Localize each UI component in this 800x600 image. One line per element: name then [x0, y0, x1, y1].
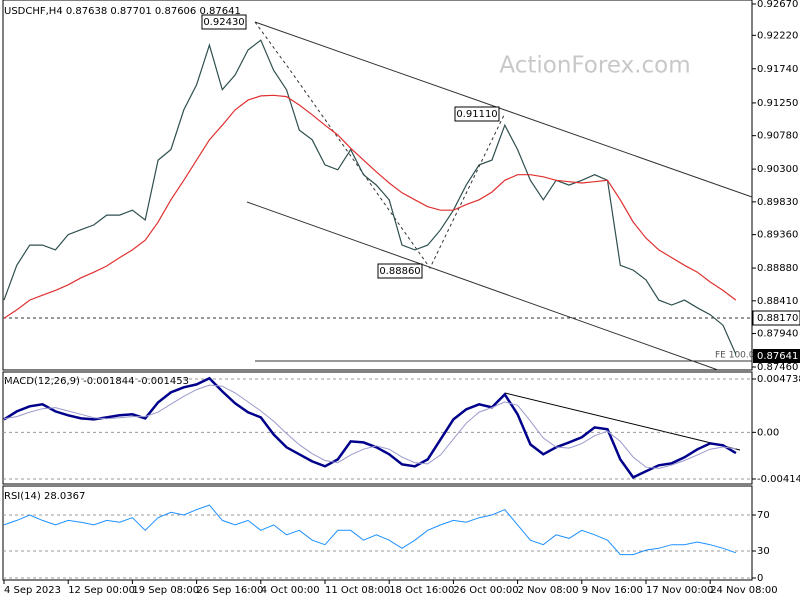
- y-tick-label: 0.91250: [757, 98, 798, 109]
- chart-title: USDCHF,H4 0.87638 0.87701 0.87606 0.8764…: [4, 6, 241, 17]
- series-line: [3, 504, 737, 556]
- channel-lower: [246, 201, 719, 371]
- x-tick-label: 11 Oct 08:00: [325, 585, 390, 596]
- y-tick-label: 0.89830: [757, 197, 798, 208]
- y-tick-label: 0.87460: [757, 362, 798, 373]
- watermark: ActionForex.com: [499, 53, 690, 79]
- x-tick-label: 4 Oct 00:00: [261, 585, 320, 596]
- y-tick-label: 0.90300: [757, 164, 798, 175]
- label-box: [201, 14, 247, 30]
- price-panel: [2, 0, 753, 371]
- y-tick-label: -0.004144: [757, 474, 800, 485]
- y-tick-label: 30: [757, 546, 770, 557]
- series-line: [3, 39, 737, 355]
- x-tick-label: 17 Nov 00:00: [646, 585, 713, 596]
- level-label: 0.88170: [757, 313, 798, 324]
- y-tick-label: 0.91740: [757, 64, 798, 75]
- x-tick-label: 18 Oct 16:00: [389, 585, 454, 596]
- price-label: 0.88860: [379, 266, 420, 277]
- rsi-title: RSI(14) 28.0367: [4, 491, 85, 502]
- rsi-panel: [2, 485, 753, 581]
- y-tick-label: 0.89360: [757, 230, 798, 241]
- series-line: [3, 94, 737, 319]
- macd-panel: [2, 371, 753, 485]
- last-price-label: 0.87641: [757, 351, 798, 362]
- series-line: [3, 384, 736, 469]
- fe-label: FE 100.0: [715, 351, 755, 361]
- x-tick-label: 4 Sep 2023: [4, 585, 61, 596]
- y-tick-label: 0.90780: [757, 131, 798, 142]
- x-tick-label: 12 Sep 00:00: [68, 585, 135, 596]
- x-tick-label: 26 Oct 00:00: [453, 585, 518, 596]
- y-tick-label: 0.88880: [757, 263, 798, 274]
- y-tick-label: 0.004738: [757, 374, 800, 385]
- y-tick-label: 0.92670: [757, 0, 798, 10]
- x-tick-label: 19 Sep 08:00: [132, 585, 199, 596]
- y-tick-label: 0.88410: [757, 296, 798, 307]
- label-box: [377, 263, 423, 279]
- macd-trendline: [504, 392, 741, 451]
- price-label: 0.92430: [203, 17, 244, 28]
- label-box: [752, 310, 800, 326]
- y-tick-label: 70: [757, 510, 770, 521]
- x-tick-label: 24 Nov 08:00: [710, 585, 777, 596]
- zigzag: [254, 21, 506, 269]
- last-price-box: [753, 349, 800, 363]
- label-box: [454, 106, 500, 122]
- y-tick-label: 0.87940: [757, 329, 798, 340]
- channel-upper: [254, 21, 753, 198]
- x-tick-label: 2 Nov 08:00: [518, 585, 579, 596]
- series-line: [3, 376, 737, 479]
- macd-title: MACD(12,26,9) -0.001844 -0.001453: [4, 376, 189, 387]
- price-label: 0.91110: [456, 109, 497, 120]
- y-tick-label: 0.00: [757, 427, 779, 438]
- y-tick-label: 0.92220: [757, 30, 798, 41]
- x-tick-label: 26 Sep 16:00: [197, 585, 264, 596]
- x-tick-label: 9 Nov 16:00: [582, 585, 643, 596]
- y-tick-label: 0: [757, 573, 763, 584]
